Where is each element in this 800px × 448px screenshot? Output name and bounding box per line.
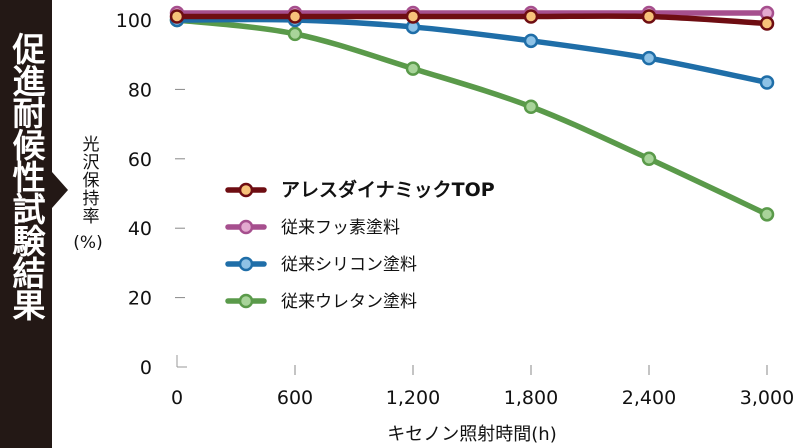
y-tick-label: 20	[128, 288, 152, 310]
legend-swatch-marker	[238, 219, 254, 235]
y-tick-label: 100	[116, 10, 152, 32]
data-point-series-2	[523, 33, 539, 49]
data-point-series-2	[641, 50, 657, 66]
data-point-series-0	[523, 9, 539, 24]
data-point-series-3	[523, 99, 539, 114]
data-point-series-3	[405, 61, 421, 76]
legend-label: 従来フッ素塗料	[281, 217, 400, 238]
x-axis-title: キセノン照射時間(h)	[387, 424, 556, 445]
x-tick-label: 0	[171, 387, 183, 409]
banner-shape	[0, 0, 68, 448]
y-axis-label: 光沢保持率 (%)	[66, 135, 110, 253]
data-point-series-0	[641, 9, 657, 24]
chart-title: 促進耐候性試験結果	[7, 32, 46, 320]
y-axis-unit: (%)	[73, 233, 103, 253]
x-tick-label: 1,200	[386, 387, 440, 409]
legend-label: 従来ウレタン塗料	[281, 291, 417, 312]
data-point-series-0	[169, 9, 185, 24]
data-point-series-3	[759, 207, 775, 222]
y-axis-title: 光沢保持率	[78, 135, 99, 225]
legend-label: 従来シリコン塗料	[281, 254, 417, 275]
x-tick-label: 3,000	[740, 387, 794, 409]
y-tick-label: 40	[128, 218, 152, 240]
legend-swatch-marker	[238, 293, 254, 309]
x-tick-label: 1,800	[504, 387, 558, 409]
data-point-series-3	[641, 151, 657, 167]
x-tick-label: 2,400	[622, 387, 676, 409]
legend-label: アレスダイナミックTOP	[281, 178, 495, 201]
data-point-series-0	[405, 9, 421, 24]
legend-swatch-marker	[238, 182, 254, 198]
title-banner: 促進耐候性試験結果	[0, 0, 68, 448]
data-point-series-3	[287, 26, 303, 42]
y-tick-label: 80	[128, 79, 152, 101]
legend-swatch-marker	[238, 256, 254, 272]
y-tick-label: 0	[140, 357, 152, 379]
x-tick-label: 600	[277, 387, 313, 409]
series-line-2	[174, 16, 770, 86]
data-point-series-2	[759, 75, 775, 90]
data-point-series-0	[759, 16, 775, 31]
series-line-0	[174, 13, 770, 27]
data-point-series-0	[287, 9, 303, 24]
y-tick-label: 60	[128, 149, 152, 171]
